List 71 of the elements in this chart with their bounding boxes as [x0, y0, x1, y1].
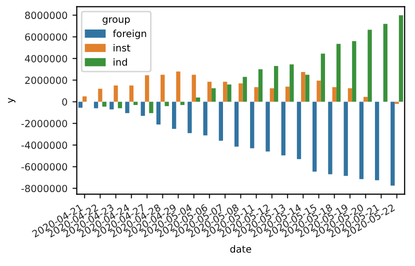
bar [270, 88, 274, 102]
bar [98, 88, 102, 102]
bar [250, 102, 254, 148]
bar [125, 102, 130, 114]
y-axis-title: y [8, 98, 16, 103]
legend-title: group [102, 17, 130, 25]
legend-label: foreign [112, 30, 146, 40]
bar [364, 96, 368, 102]
bar [114, 86, 118, 102]
bar [238, 83, 243, 102]
y-tick-label: 0 [62, 98, 68, 106]
bar [172, 102, 176, 129]
x-axis-title: date [230, 245, 252, 253]
bar [203, 102, 208, 136]
bar [118, 102, 122, 108]
bar [258, 69, 263, 102]
bar [301, 72, 306, 102]
bar [164, 102, 169, 106]
bar [374, 102, 380, 180]
bar [266, 102, 270, 152]
bar [242, 76, 247, 102]
bar [383, 24, 388, 102]
bar [82, 96, 87, 102]
bar [254, 87, 258, 102]
bar [274, 66, 278, 102]
bar [227, 84, 232, 102]
y-tick-label: -6000000 [21, 163, 68, 171]
bar [320, 54, 326, 102]
bar [129, 86, 134, 102]
bar [332, 87, 336, 102]
bar [223, 82, 228, 102]
bar [368, 30, 372, 102]
bar [290, 64, 294, 102]
bar [316, 80, 321, 102]
bar [140, 102, 145, 116]
bar [398, 15, 404, 102]
bar [390, 102, 395, 186]
bar [352, 41, 356, 102]
bar [218, 102, 224, 141]
bar [328, 102, 332, 174]
bar [281, 102, 286, 156]
bar [336, 44, 341, 102]
bar [207, 82, 212, 102]
bar [160, 74, 165, 102]
bar [234, 102, 239, 147]
y-tick-label: -8000000 [21, 184, 68, 192]
bar [296, 102, 302, 160]
y-tick-label: 6000000 [25, 33, 68, 41]
bar [305, 74, 310, 102]
bar [149, 102, 154, 114]
legend-label: inst [114, 44, 130, 52]
bar [156, 102, 161, 124]
bar [188, 102, 192, 134]
y-tick-label: -4000000 [21, 142, 68, 149]
y-tick-label: 8000000 [25, 12, 68, 20]
y-tick-label: -2000000 [21, 120, 68, 128]
bar [192, 74, 196, 102]
legend-label: ind [114, 58, 127, 66]
bar [344, 102, 348, 176]
bar [348, 88, 352, 102]
bar [110, 102, 114, 110]
bar [359, 102, 364, 180]
bar [144, 75, 150, 102]
y-tick-label: 4000000 [24, 54, 68, 62]
y-tick-label: 2000000 [25, 76, 68, 84]
bar [285, 86, 290, 102]
bar [212, 88, 216, 102]
bar [312, 102, 317, 172]
bar [196, 97, 200, 102]
bar [176, 71, 180, 102]
bar [94, 102, 98, 108]
